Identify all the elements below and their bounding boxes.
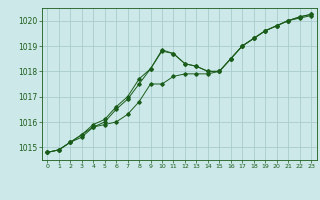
Text: Graphe pression niveau de la mer (hPa): Graphe pression niveau de la mer (hPa): [58, 183, 262, 192]
